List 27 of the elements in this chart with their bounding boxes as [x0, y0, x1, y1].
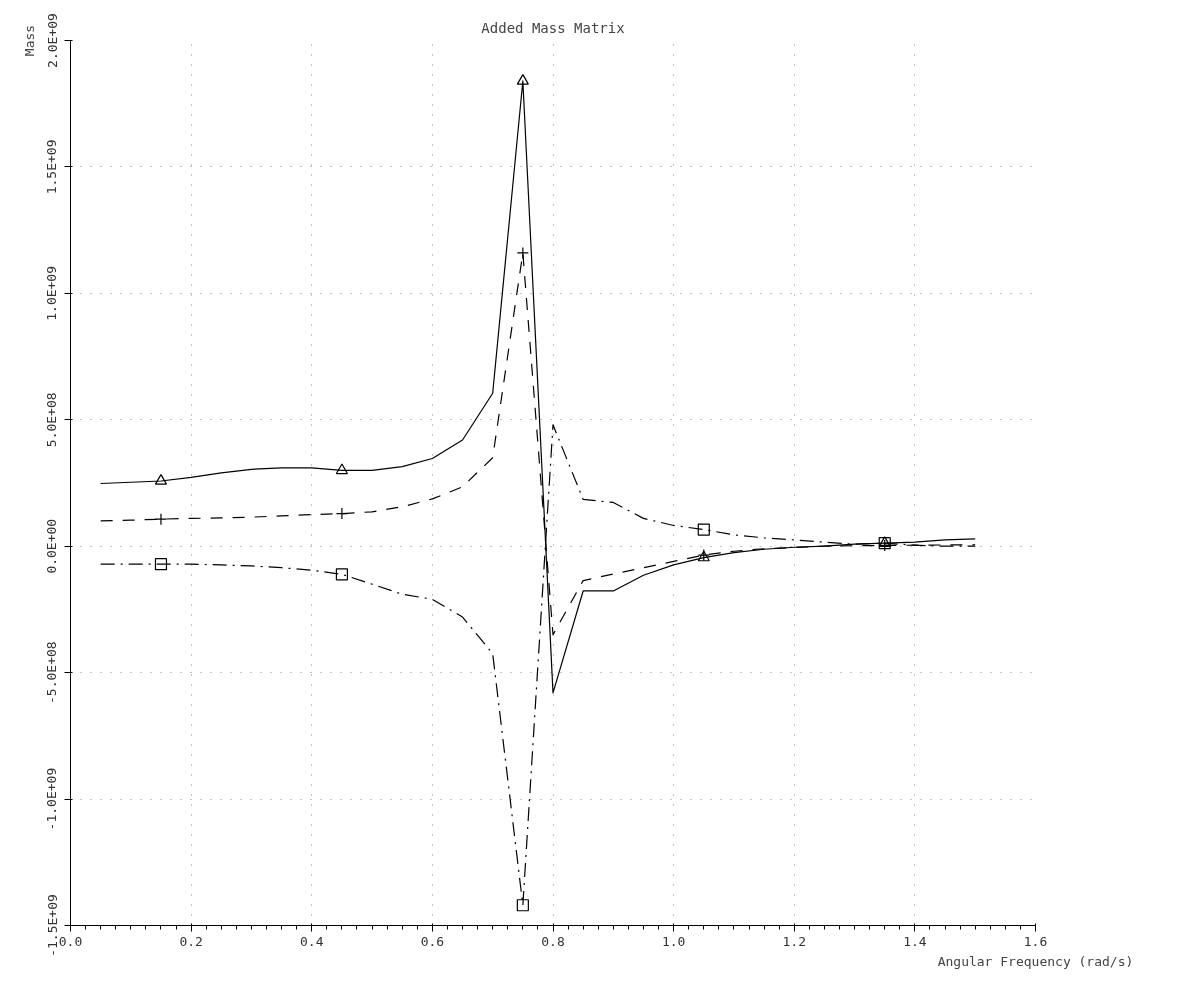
chart-title: Added Mass Matrix	[481, 19, 625, 36]
x-tick-label: 0.8	[541, 933, 565, 949]
point	[154, 558, 168, 571]
y-tick-label: -1.5E+09	[44, 894, 60, 957]
point	[516, 899, 529, 912]
point	[335, 568, 349, 581]
x-tick-label: 0.2	[179, 933, 203, 949]
point	[516, 74, 529, 85]
x-tick-label: 1.6	[1023, 933, 1048, 949]
x-tick-label: 1.4	[903, 933, 927, 949]
y-tick-label: 1.0E+09	[44, 265, 60, 321]
x-tick-label: 1.0	[661, 933, 686, 949]
x-tick-label: 0.0	[58, 933, 83, 949]
y-axis-title: Mass	[21, 24, 37, 57]
x-tick-label: 1.2	[782, 933, 806, 949]
x-tick-label: 0.6	[420, 933, 445, 949]
y-tick-label: -5.0E+08	[44, 641, 60, 704]
y-tick-label: 1.5E+09	[44, 139, 60, 195]
y-tick-label: -1.0E+09	[44, 767, 60, 831]
y-tick-label: 5.0E+08	[44, 392, 60, 448]
point	[335, 463, 349, 475]
x-axis-title: Angular Frequency (rad/s)	[937, 953, 1134, 969]
point	[154, 474, 168, 485]
y-tick-label: 2.0E+09	[44, 13, 60, 68]
y-tick-label: 0.0E+00	[44, 518, 60, 574]
point	[697, 523, 710, 536]
x-tick-label: 0.4	[300, 933, 324, 949]
